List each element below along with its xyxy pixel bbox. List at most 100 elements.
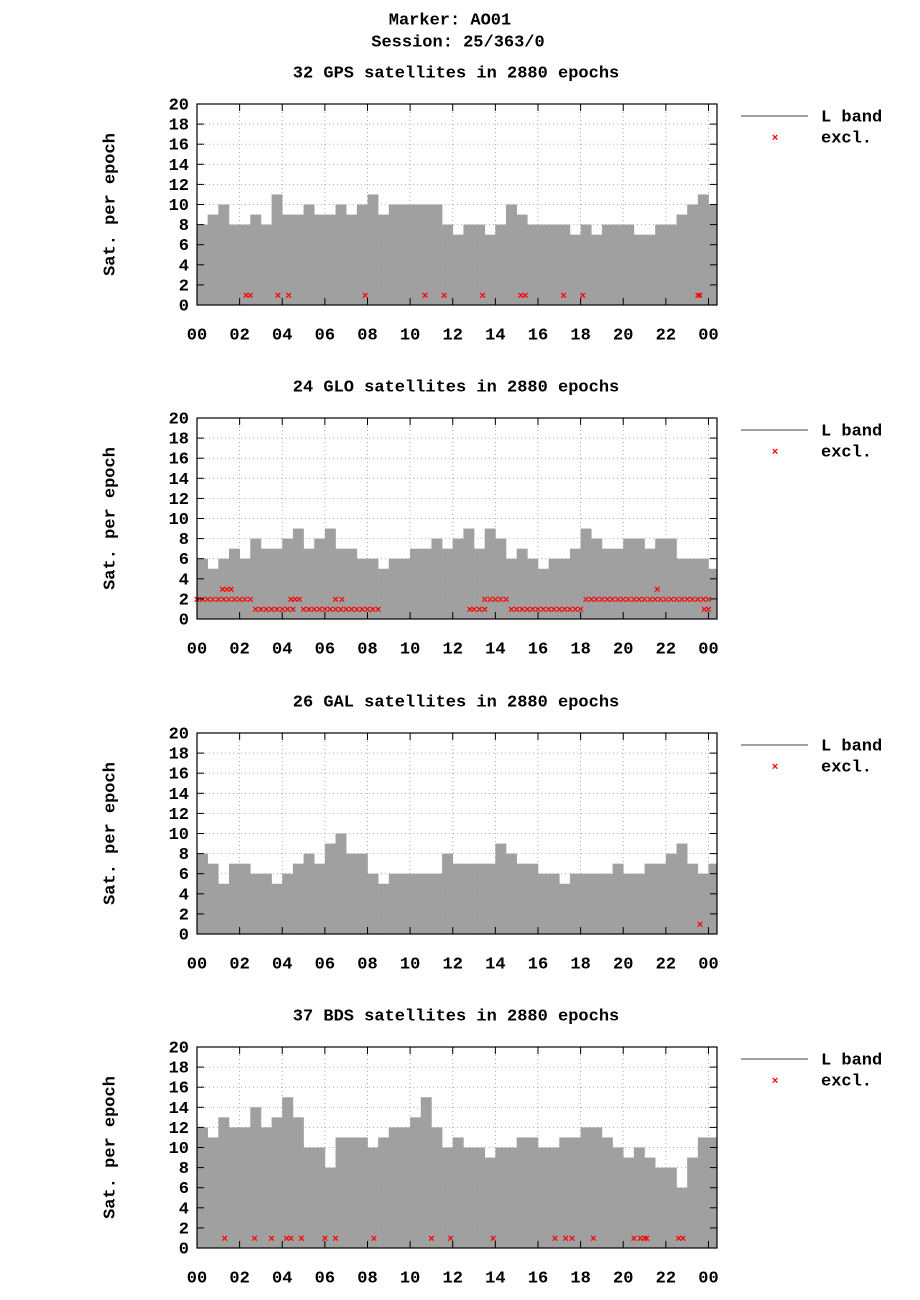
y-tick-label: 2 [179, 591, 189, 610]
legend-label: excl. [821, 129, 872, 148]
area-step [559, 1137, 571, 1248]
area-step [612, 548, 624, 619]
y-tick-label: 20 [169, 96, 189, 115]
area-step [644, 548, 656, 619]
area-step [250, 1107, 262, 1248]
excluded-marker: × [490, 1234, 497, 1246]
x-tick-label: 10 [400, 640, 420, 659]
excluded-marker: × [562, 1234, 569, 1246]
x-tick-label: 00 [187, 640, 207, 659]
y-tick-label: 16 [169, 766, 189, 785]
area-step [687, 1157, 699, 1248]
legend-marker: × [772, 762, 779, 774]
y-tick-label: 4 [179, 571, 189, 590]
area-step [207, 1137, 219, 1248]
area-step [612, 863, 624, 934]
area-step [591, 1127, 603, 1248]
area-step [378, 1137, 390, 1248]
excluded-marker: × [316, 605, 323, 617]
excluded-marker: × [370, 605, 377, 617]
excluded-marker: × [609, 595, 616, 607]
area-step [537, 1147, 549, 1248]
area-step [580, 873, 592, 934]
x-tick-label: 08 [357, 1269, 377, 1288]
excluded-marker: × [625, 595, 632, 607]
area-step [442, 548, 454, 619]
excluded-marker: × [231, 595, 238, 607]
x-tick-label: 22 [656, 955, 676, 974]
excluded-marker: × [300, 605, 307, 617]
x-tick-label: 04 [272, 326, 292, 345]
area-step [569, 1137, 581, 1248]
plot-frame [196, 732, 718, 935]
excluded-marker: × [579, 291, 586, 303]
area-step [378, 883, 390, 934]
excluded-marker: × [492, 595, 499, 607]
y-tick-label: 10 [169, 1140, 189, 1159]
area-step [367, 194, 379, 305]
area-step [324, 528, 336, 619]
excluded-marker: × [252, 605, 259, 617]
area-step [324, 214, 336, 305]
y-tick-label: 2 [179, 1220, 189, 1239]
area-step [623, 224, 635, 305]
x-tick-label: 06 [315, 955, 335, 974]
legend-marker: × [772, 133, 779, 145]
area-step [623, 873, 635, 934]
x-tick-label: 16 [528, 640, 548, 659]
y-tick-label: 16 [169, 451, 189, 470]
excluded-marker: × [224, 585, 231, 597]
x-tick-label: 22 [656, 640, 676, 659]
excluded-marker: × [561, 605, 568, 617]
area-step [612, 224, 624, 305]
excluded-marker: × [247, 595, 254, 607]
excluded-marker: × [285, 291, 292, 303]
excluded-marker: × [556, 605, 563, 617]
y-tick-label: 16 [169, 1080, 189, 1099]
legend-label: excl. [821, 443, 872, 462]
area-step [442, 853, 454, 934]
x-tick-label: 08 [357, 640, 377, 659]
area-step [484, 1157, 496, 1248]
excluded-marker: × [673, 595, 680, 607]
y-tick-label: 12 [169, 806, 189, 825]
excluded-marker: × [236, 595, 243, 607]
area-step [697, 194, 709, 305]
y-tick-label: 6 [179, 237, 189, 256]
x-tick-label: 02 [229, 640, 249, 659]
area-step [410, 1117, 422, 1248]
area-step [474, 1147, 486, 1248]
area-step [388, 873, 400, 934]
y-tick-label: 12 [169, 1120, 189, 1139]
area-step [665, 224, 677, 305]
area-step [378, 214, 390, 305]
x-tick-label: 16 [528, 955, 548, 974]
y-tick-label: 8 [179, 1160, 189, 1179]
y-tick-label: 14 [169, 1100, 189, 1119]
area-step [569, 234, 581, 305]
excluded-marker: × [695, 595, 702, 607]
plot-frame [196, 417, 718, 620]
area-step [356, 204, 368, 305]
area-step [356, 1137, 368, 1248]
excluded-marker: × [476, 605, 483, 617]
area-step [346, 548, 358, 619]
legend-label: L band [821, 737, 882, 756]
y-tick-label: 10 [169, 511, 189, 530]
area-step [314, 214, 326, 305]
area-step [218, 558, 230, 619]
excluded-marker: × [524, 605, 531, 617]
excluded-marker: × [689, 595, 696, 607]
x-tick-label: 14 [485, 1269, 505, 1288]
y-tick-label: 20 [169, 1039, 189, 1058]
excluded-marker: × [258, 605, 265, 617]
excluded-marker: × [636, 595, 643, 607]
excluded-marker: × [362, 291, 369, 303]
x-tick-label: 04 [272, 955, 292, 974]
excluded-marker: × [263, 605, 270, 617]
area-step [282, 873, 294, 934]
excluded-marker: × [569, 1234, 576, 1246]
area-step [356, 558, 368, 619]
excluded-marker: × [680, 1234, 687, 1246]
area-step [218, 204, 230, 305]
